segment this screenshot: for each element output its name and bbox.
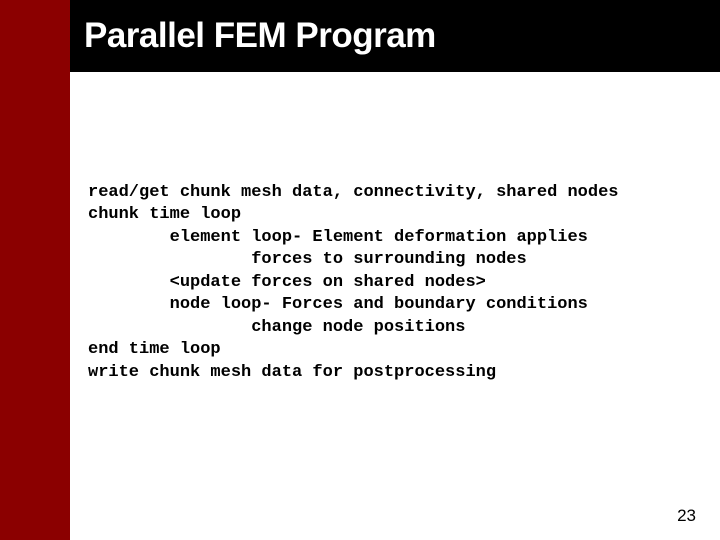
sidebar-accent: [0, 0, 70, 540]
code-block: read/get chunk mesh data, connectivity, …: [88, 182, 708, 384]
page-number: 23: [677, 506, 696, 526]
title-bar: Parallel FEM Program: [70, 0, 720, 72]
slide-title: Parallel FEM Program: [84, 16, 436, 56]
